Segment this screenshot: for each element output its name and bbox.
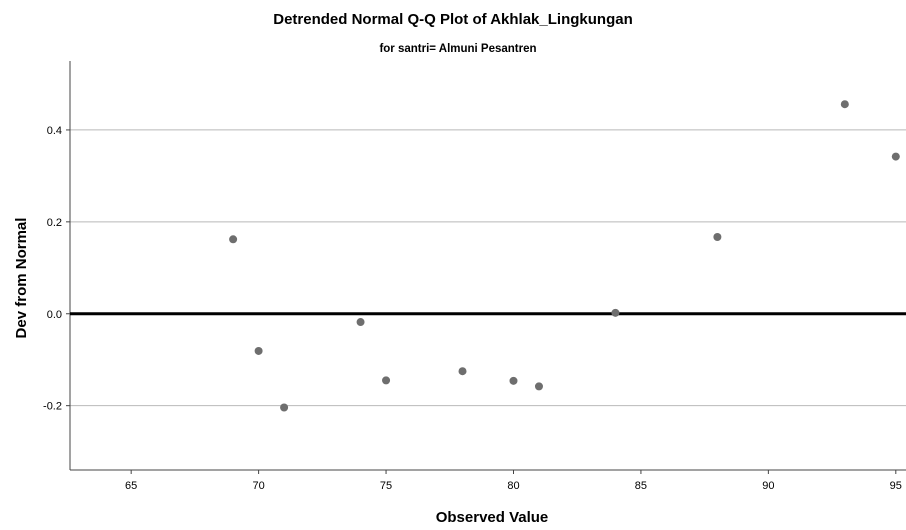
data-point	[356, 318, 365, 327]
x-axis-title: Observed Value	[436, 509, 549, 525]
x-tick-label: 75	[380, 480, 392, 492]
y-tick-label: 0.2	[47, 217, 62, 229]
x-tick-label: 80	[507, 480, 519, 492]
x-tick-label: 65	[125, 480, 137, 492]
chart-title: Detrended Normal Q-Q Plot of Akhlak_Ling…	[273, 11, 632, 28]
data-point	[713, 233, 722, 242]
x-tick-label: 95	[890, 480, 902, 492]
x-tick-label: 70	[252, 480, 264, 492]
data-point	[458, 367, 467, 376]
data-point	[534, 382, 543, 391]
ticks-layer: -0.2 0.0 0.2 0.4 65 70 75 80 85 90 95	[43, 125, 902, 492]
data-point	[229, 235, 238, 244]
data-point	[509, 376, 518, 385]
data-point	[280, 403, 289, 412]
y-tick-label: 0.0	[47, 309, 62, 321]
x-tick-label: 85	[635, 480, 647, 492]
y-tick-label: 0.4	[47, 125, 62, 137]
y-axis-title: Dev from Normal	[13, 218, 30, 339]
data-point	[254, 346, 263, 355]
chart-subtitle: for santri= Almuni Pesantren	[379, 43, 536, 55]
data-point	[840, 100, 849, 109]
x-tick-label: 90	[762, 480, 774, 492]
axis-layer	[69, 61, 906, 471]
points-layer	[229, 100, 900, 412]
y-tick-label: -0.2	[43, 401, 62, 413]
data-point	[611, 308, 620, 317]
data-point	[891, 152, 900, 161]
data-point	[382, 376, 391, 385]
grid-layer	[70, 129, 906, 407]
